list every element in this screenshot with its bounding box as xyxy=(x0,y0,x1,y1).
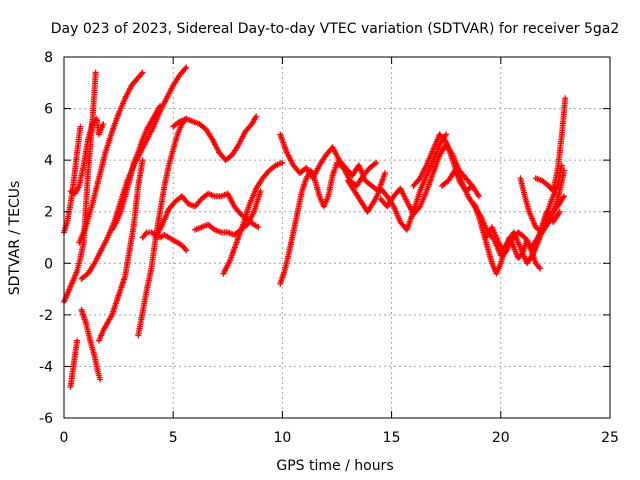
data-point xyxy=(74,337,81,344)
data-point xyxy=(561,193,568,200)
data-point xyxy=(468,183,475,190)
data-point xyxy=(556,208,563,215)
series-track-v xyxy=(471,200,544,277)
data-point xyxy=(139,69,146,76)
series-track-y xyxy=(532,95,569,195)
series-track-o xyxy=(220,159,286,277)
x-axis-label: GPS time / hours xyxy=(276,458,393,474)
x-tick-label: 15 xyxy=(383,430,401,446)
data-point xyxy=(138,70,145,77)
series-track-c xyxy=(61,123,84,236)
x-tick-label: 25 xyxy=(601,430,619,446)
y-tick-label: -2 xyxy=(39,308,53,324)
x-tick-label: 10 xyxy=(273,430,291,446)
axis-ticks: -6 -4 -2 0 2 4 6 8 0 5 10 15 20 25 xyxy=(39,50,619,446)
y-tick-label: -6 xyxy=(39,411,53,427)
data-point xyxy=(536,264,543,271)
data-point xyxy=(257,188,264,195)
data-point xyxy=(77,123,84,130)
series-track-i xyxy=(109,102,164,233)
y-tick-label: 4 xyxy=(44,153,53,169)
data-point xyxy=(253,113,260,120)
series-track-a xyxy=(61,69,99,305)
data-point xyxy=(443,131,450,138)
series-track-q xyxy=(277,159,380,287)
series-track-l xyxy=(152,190,262,241)
series-track-b xyxy=(67,337,81,391)
data-point xyxy=(373,159,380,166)
data-point xyxy=(469,182,476,189)
data-point xyxy=(279,159,286,166)
series-track-d xyxy=(67,115,107,197)
data-point xyxy=(255,224,262,231)
data-point xyxy=(562,95,569,102)
y-axis-label: SDTVAR / TECUs xyxy=(7,181,23,296)
series-track-g xyxy=(76,69,146,246)
series-track-f xyxy=(95,157,146,344)
data-point xyxy=(415,204,422,211)
data-points xyxy=(61,64,569,391)
x-tick-label: 20 xyxy=(492,430,510,446)
data-point xyxy=(537,265,544,272)
grid-lines xyxy=(64,57,610,418)
plot-frame xyxy=(63,56,611,419)
data-point xyxy=(561,167,568,174)
x-tick-label: 0 xyxy=(60,430,69,446)
data-point xyxy=(139,157,146,164)
y-tick-label: -4 xyxy=(39,359,53,375)
data-point xyxy=(382,170,389,177)
data-point xyxy=(372,160,379,167)
series-track-e xyxy=(78,306,104,383)
y-tick-label: 0 xyxy=(44,256,53,272)
data-point xyxy=(142,230,149,237)
series-track-r xyxy=(344,131,450,233)
x-tick-label: 5 xyxy=(169,430,178,446)
data-point xyxy=(475,193,482,200)
data-point xyxy=(182,65,189,72)
series-track-z xyxy=(528,193,568,262)
data-point xyxy=(183,64,190,71)
y-tick-label: 8 xyxy=(44,50,53,66)
y-tick-label: 2 xyxy=(44,205,53,221)
data-point xyxy=(92,69,99,76)
data-point xyxy=(100,121,107,128)
series-track-m xyxy=(170,113,260,164)
data-point xyxy=(182,246,189,253)
data-point xyxy=(97,376,104,383)
data-point xyxy=(157,102,164,109)
data-point xyxy=(183,247,190,254)
y-tick-label: 6 xyxy=(44,102,53,118)
chart-title: Day 023 of 2023, Sidereal Day-to-day VTE… xyxy=(51,21,620,37)
series-track-k xyxy=(139,229,190,254)
